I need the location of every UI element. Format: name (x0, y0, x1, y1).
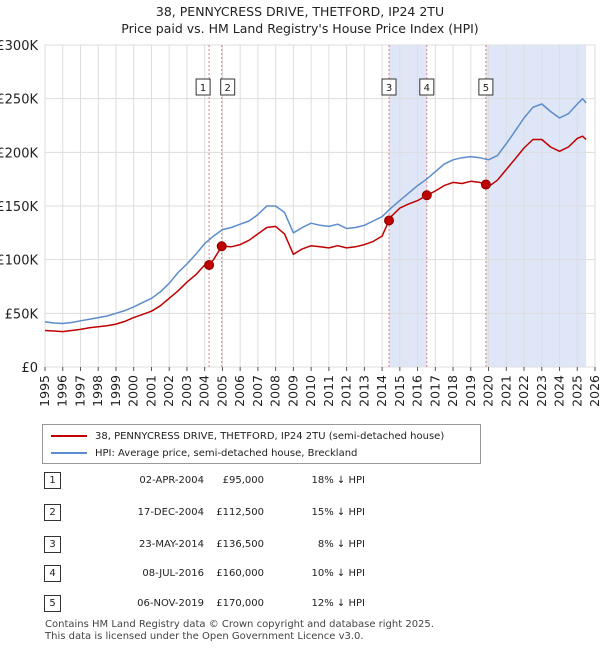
x-tick-label: 2021 (498, 375, 513, 407)
sale-marker-box (220, 78, 236, 96)
sale-marker-label: 5 (483, 83, 489, 94)
sale-marker-box (195, 78, 211, 96)
sale-marker-box (419, 78, 435, 96)
x-tick-label: 2013 (356, 375, 371, 407)
x-tick-label: 2009 (285, 375, 300, 407)
sale-number: 2 (44, 504, 61, 521)
x-tick-label: 2012 (339, 375, 354, 407)
x-tick-label: 2015 (392, 375, 407, 407)
sale-point (384, 215, 395, 226)
sale-hpi-diff: 8% ↓ HPI (317, 539, 365, 550)
legend-label-property: 38, PENNYCRESS DRIVE, THETFORD, IP24 2TU… (95, 430, 445, 442)
x-tick-label: 2010 (303, 375, 318, 407)
legend-swatch-hpi (51, 452, 87, 454)
chart-area: 1 2 3 4 5 £0 £50K £100K £150K £200K £250K £300K 19… (0, 39, 600, 407)
sale-marker-label: 4 (424, 83, 430, 94)
y-tick-label: £0 (21, 361, 38, 376)
footer-licence: This data is licensed under the Open Gov… (45, 631, 364, 642)
x-tick-label: 2005 (214, 375, 229, 407)
x-tick-label: 2002 (161, 375, 176, 407)
x-tick-label: 1998 (90, 375, 105, 407)
x-tick-label: 2004 (197, 375, 212, 407)
x-tick-label: 2017 (427, 375, 442, 407)
sale-number: 1 (44, 472, 61, 489)
x-tick-label: 2023 (534, 375, 549, 407)
sale-marker-label: 1 (200, 83, 206, 94)
sale-date: 23-MAY-2014 (138, 539, 204, 550)
legend-item-property: 38, PENNYCRESS DRIVE, THETFORD, IP24 2TU… (51, 429, 444, 443)
x-tick-label: 2026 (587, 375, 600, 407)
sale-point (421, 190, 432, 201)
x-tick-label: 2001 (143, 375, 158, 407)
table-row: 1 02-APR-2004 £95,000 18% ↓ HPI (42, 472, 462, 490)
table-row: 2 17-DEC-2004 £112,500 15% ↓ HPI (42, 504, 462, 522)
table-row: 5 06-NOV-2019 £170,000 12% ↓ HPI (42, 595, 462, 613)
sale-date: 02-APR-2004 (139, 475, 204, 486)
y-tick-label: £50K (5, 307, 39, 322)
x-tick-label: 2003 (179, 375, 194, 407)
table-row: 3 23-MAY-2014 £136,500 8% ↓ HPI (42, 536, 462, 554)
sale-marker-box (478, 78, 494, 96)
x-tick-label: 1996 (55, 375, 70, 407)
property-price-line (44, 135, 587, 333)
x-tick-label: 1995 (37, 375, 52, 407)
footer-copyright: Contains HM Land Registry data © Crown c… (45, 619, 434, 630)
sale-hpi-diff: 18% ↓ HPI (311, 475, 365, 486)
x-tick-label: 2020 (481, 375, 496, 407)
table-row: 4 08-JUL-2016 £160,000 10% ↓ HPI (42, 565, 462, 583)
sale-date: 06-NOV-2019 (137, 598, 204, 609)
y-tick-label: £200K (0, 146, 38, 161)
footer: Contains HM Land Registry data © Crown c… (45, 619, 434, 643)
x-tick-label: 2025 (569, 375, 584, 407)
sale-number: 5 (44, 595, 61, 612)
x-tick-label: 2007 (250, 375, 265, 407)
chart-legend: 38, PENNYCRESS DRIVE, THETFORD, IP24 2TU… (42, 424, 481, 464)
x-tick-label: 2019 (463, 375, 478, 407)
sale-date: 17-DEC-2004 (137, 507, 204, 518)
sale-price: £112,500 (216, 507, 264, 518)
sale-point (216, 241, 227, 252)
y-tick-label: £100K (0, 254, 38, 269)
legend-item-hpi: HPI: Average price, semi-detached house,… (51, 446, 357, 460)
sale-price: £136,500 (216, 539, 264, 550)
legend-label-hpi: HPI: Average price, semi-detached house,… (95, 447, 358, 459)
x-tick-label: 2016 (410, 375, 425, 407)
y-tick-label: £150K (0, 200, 38, 215)
x-tick-label: 2011 (321, 375, 336, 407)
legend-swatch-property (51, 435, 87, 437)
sale-point (480, 179, 491, 190)
x-tick-label: 2022 (516, 375, 531, 407)
sale-hpi-diff: 15% ↓ HPI (311, 507, 365, 518)
sale-hpi-diff: 10% ↓ HPI (311, 568, 365, 579)
sale-marker-label: 3 (386, 83, 392, 94)
hpi-line (44, 97, 587, 325)
x-tick-label: 2006 (232, 375, 247, 407)
sale-price: £170,000 (216, 598, 264, 609)
sale-marker-box (381, 78, 397, 96)
sale-marker-label: 2 (225, 83, 231, 94)
sale-number: 4 (44, 565, 61, 582)
y-tick-label: £300K (0, 39, 38, 54)
x-tick-label: 1999 (108, 375, 123, 407)
sale-number: 3 (44, 536, 61, 553)
x-tick-label: 2008 (268, 375, 283, 407)
x-tick-label: 2024 (552, 375, 567, 407)
x-tick-label: 2000 (126, 375, 141, 407)
chart-subtitle: Price paid vs. HM Land Registry's House … (121, 21, 479, 36)
sale-date: 08-JUL-2016 (142, 568, 204, 579)
sale-point (204, 260, 215, 271)
x-tick-label: 2014 (374, 375, 389, 407)
sale-price: £95,000 (222, 475, 264, 486)
y-tick-label: £250K (0, 93, 38, 108)
x-tick-label: 2018 (445, 375, 460, 407)
sale-price: £160,000 (216, 568, 264, 579)
x-tick-label: 1997 (72, 375, 87, 407)
chart-title: 38, PENNYCRESS DRIVE, THETFORD, IP24 2TU (155, 4, 445, 19)
sale-hpi-diff: 12% ↓ HPI (311, 598, 365, 609)
